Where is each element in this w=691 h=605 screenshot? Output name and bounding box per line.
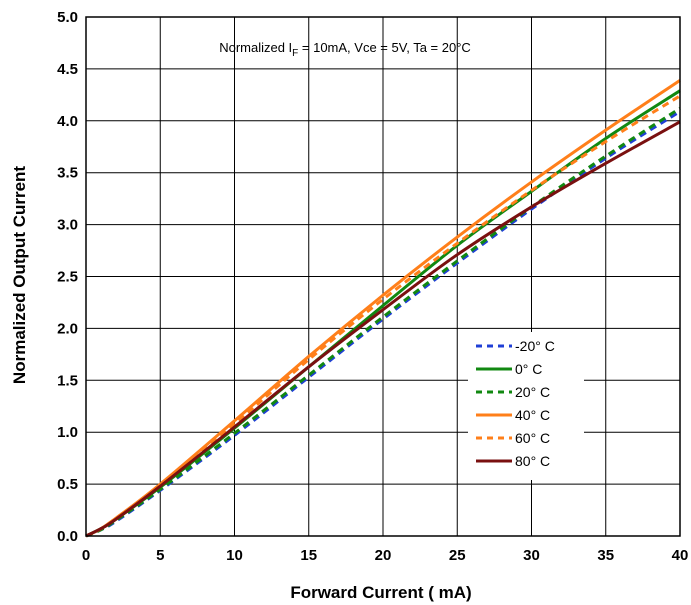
y-tick-label: 4.0 [57, 113, 78, 130]
x-tick-label: 30 [523, 547, 540, 564]
y-tick-label: 3.5 [57, 165, 78, 182]
y-axis-title: Normalized Output Current [10, 166, 29, 385]
x-tick-label: 20 [375, 547, 392, 564]
y-tick-label: 5.0 [57, 9, 78, 26]
y-tick-label: 0.0 [57, 528, 78, 545]
legend-label: 60° C [515, 430, 550, 446]
legend: -20° C 0° C 20° C 40° C 60° C 80° C [468, 332, 584, 480]
x-tick-labels: 0 5 10 15 20 25 30 35 40 [82, 547, 689, 564]
x-tick-label: 35 [597, 547, 614, 564]
legend-label: 80° C [515, 453, 550, 469]
series-line-2 [85, 107, 681, 538]
legend-label: 40° C [515, 407, 550, 423]
legend-label: 20° C [515, 384, 550, 400]
legend-label: -20° C [515, 338, 555, 354]
legend-label: 0° C [515, 361, 542, 377]
legend-box [468, 332, 584, 480]
x-tick-label: 15 [300, 547, 317, 564]
y-tick-label: 2.0 [57, 320, 78, 337]
x-tick-label: 5 [156, 547, 164, 564]
annotation-prefix: Normalized I [219, 40, 292, 55]
y-tick-label: 4.5 [57, 61, 78, 78]
x-tick-label: 0 [82, 547, 90, 564]
y-tick-label: 1.5 [57, 372, 78, 389]
x-axis-title: Forward Current ( mA) [290, 583, 471, 602]
x-tick-label: 10 [226, 547, 243, 564]
series-line-5 [85, 120, 681, 538]
y-tick-label: 1.0 [57, 424, 78, 441]
annotation-subscript: F [292, 48, 298, 59]
plot-frame [85, 16, 681, 537]
annotation-suffix: = 10mA, Vce = 5V, Ta = 20°C [298, 40, 471, 55]
y-tick-label: 3.0 [57, 217, 78, 234]
chart-annotation: Normalized IF = 10mA, Vce = 5V, Ta = 20°… [219, 40, 471, 59]
y-tick-label: 0.5 [57, 476, 78, 493]
grid-lines [85, 16, 681, 537]
x-tick-label: 25 [449, 547, 466, 564]
series-line-4 [85, 94, 681, 538]
x-tick-label: 40 [672, 547, 689, 564]
y-tick-labels: 0.0 0.5 1.0 1.5 2.0 2.5 3.0 3.5 4.0 4.5 5.0 [57, 9, 78, 545]
series-lines [85, 79, 681, 538]
y-tick-label: 2.5 [57, 269, 78, 286]
